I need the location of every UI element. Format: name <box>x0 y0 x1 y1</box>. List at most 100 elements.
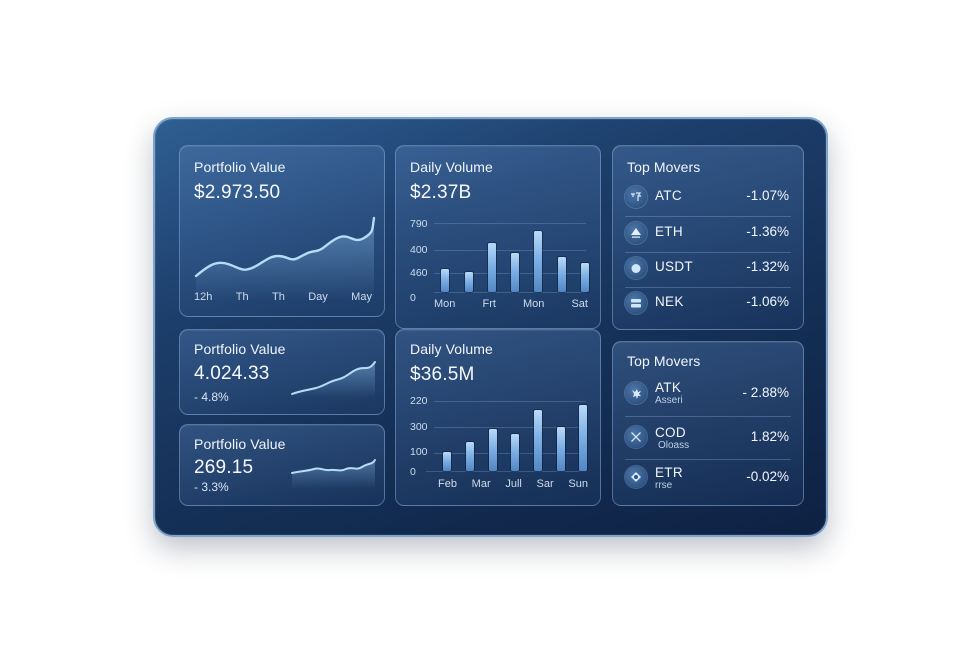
y-label: 100 <box>410 446 428 458</box>
volume-bar[interactable] <box>579 405 587 471</box>
mover-change: -0.02% <box>746 469 789 484</box>
mover-name: rrse <box>655 480 673 491</box>
volume-bar[interactable] <box>511 434 519 471</box>
x-label: Sun <box>568 478 588 490</box>
portfolio-value: 269.15 <box>194 457 254 478</box>
divider <box>625 216 791 217</box>
gridline <box>434 273 586 274</box>
portfolio-x-axis: 12h Th Th Day May <box>194 291 372 303</box>
x-label: Mar <box>471 478 491 490</box>
daily-volume-value: $2.37B <box>410 182 472 203</box>
x-label: Jull <box>505 478 522 490</box>
gridline <box>434 250 586 251</box>
volume-bar[interactable] <box>534 231 542 292</box>
portfolio-line-chart <box>194 216 376 300</box>
mover-row-atc[interactable]: ATC -1.07% <box>623 182 793 216</box>
volume-bar[interactable] <box>443 452 451 471</box>
mover-symbol: USDT <box>655 259 693 274</box>
x-label: May <box>351 291 372 303</box>
mover-change: 1.82% <box>750 429 789 444</box>
dashboard-device-frame: Portfolio Value $2.973.50 12h Th Th Day … <box>153 117 828 537</box>
volume-bar[interactable] <box>557 427 565 471</box>
mover-row-etr[interactable]: ETR rrse -0.02% <box>623 462 793 500</box>
portfolio-value-card-small[interactable]: Portfolio Value 4.024.33 - 4.8% <box>179 329 385 415</box>
mover-symbol: COD <box>655 425 686 440</box>
volume-bar[interactable] <box>466 442 474 471</box>
mover-change: -1.07% <box>746 188 789 203</box>
mover-change: -1.06% <box>746 294 789 309</box>
x-label: Th <box>271 291 285 303</box>
mover-row-cod[interactable]: COD Oloass 1.82% <box>623 420 793 458</box>
daily-volume-card-secondary[interactable]: Daily Volume $36.5M 220 300 100 0 Feb Ma… <box>395 329 601 506</box>
mover-row-atk[interactable]: ATK Asseri - 2.88% <box>623 376 793 414</box>
x-label: Mon <box>434 298 456 310</box>
y-label: 300 <box>410 421 428 433</box>
nek-coin-icon <box>625 292 647 314</box>
x-label: Sat <box>571 298 588 310</box>
card-title: Top Movers <box>627 159 701 175</box>
baseline <box>434 292 586 293</box>
card-title: Daily Volume <box>410 159 493 175</box>
y-label: 460 <box>410 267 428 279</box>
volume-bar[interactable] <box>488 243 496 292</box>
volume-x-axis: Mon Frt Mon Sat <box>434 298 588 310</box>
divider <box>625 287 791 288</box>
gridline <box>434 427 586 428</box>
mover-name: Asseri <box>655 395 683 406</box>
eth-coin-icon <box>625 222 647 244</box>
card-title: Portfolio Value <box>194 341 286 357</box>
portfolio-change: - 4.8% <box>194 390 229 404</box>
gridline <box>434 223 586 224</box>
portfolio-value-card[interactable]: Portfolio Value $2.973.50 12h Th Th Day … <box>179 145 385 317</box>
card-title: Daily Volume <box>410 341 493 357</box>
divider <box>625 459 791 460</box>
mover-change: -1.32% <box>746 259 789 274</box>
mover-symbol: ATK <box>655 380 682 395</box>
volume-bar[interactable] <box>465 272 473 292</box>
atk-coin-icon <box>625 382 647 404</box>
x-label: Sar <box>536 478 554 490</box>
cod-coin-icon <box>625 426 647 448</box>
mover-row-nek[interactable]: NEK -1.06% <box>623 288 793 322</box>
volume-bar[interactable] <box>534 410 542 471</box>
y-label: 790 <box>410 218 428 230</box>
volume-bar[interactable] <box>441 269 449 292</box>
divider <box>625 252 791 253</box>
mover-change: - 2.88% <box>742 385 789 400</box>
volume-bar[interactable] <box>581 263 589 292</box>
y-label: 400 <box>410 244 428 256</box>
volume-bar[interactable] <box>489 429 497 471</box>
portfolio-sparkline <box>291 459 376 489</box>
card-title: Top Movers <box>627 353 701 369</box>
usdt-coin-icon <box>625 257 647 279</box>
y-label: 220 <box>410 395 428 407</box>
divider <box>625 416 791 417</box>
card-title: Portfolio Value <box>194 436 286 452</box>
x-label: Day <box>308 291 328 303</box>
card-title: Portfolio Value <box>194 159 286 175</box>
y-label: 0 <box>410 292 416 304</box>
x-label: 12h <box>194 291 213 303</box>
daily-volume-card[interactable]: Daily Volume $2.37B 790 400 460 0 Mon Fr… <box>395 145 601 329</box>
mover-name: Oloass <box>658 440 690 451</box>
mover-change: -1.36% <box>746 224 789 239</box>
etr-coin-icon <box>625 466 647 488</box>
top-movers-card[interactable]: Top Movers ATC -1.07% ETH -1.36% USDT -1… <box>612 145 804 330</box>
x-label: Frt <box>482 298 496 310</box>
volume-bar[interactable] <box>558 257 566 292</box>
volume-x-axis: Feb Mar Jull Sar Sun <box>438 478 588 490</box>
mover-symbol: ATC <box>655 188 682 203</box>
gridline <box>434 453 586 454</box>
atc-coin-icon <box>625 186 647 208</box>
portfolio-value-card-small[interactable]: Portfolio Value 269.15 - 3.3% <box>179 424 385 506</box>
gridline <box>434 401 586 402</box>
baseline <box>426 471 586 472</box>
mover-symbol: ETR <box>655 465 683 480</box>
portfolio-sparkline <box>291 361 376 398</box>
mover-row-usdt[interactable]: USDT -1.32% <box>623 253 793 287</box>
volume-bar[interactable] <box>511 253 519 292</box>
x-label: Feb <box>438 478 457 490</box>
mover-row-eth[interactable]: ETH -1.36% <box>623 218 793 252</box>
top-movers-card-secondary[interactable]: Top Movers ATK Asseri - 2.88% COD Oloass… <box>612 341 804 506</box>
portfolio-value: 4.024.33 <box>194 363 270 384</box>
